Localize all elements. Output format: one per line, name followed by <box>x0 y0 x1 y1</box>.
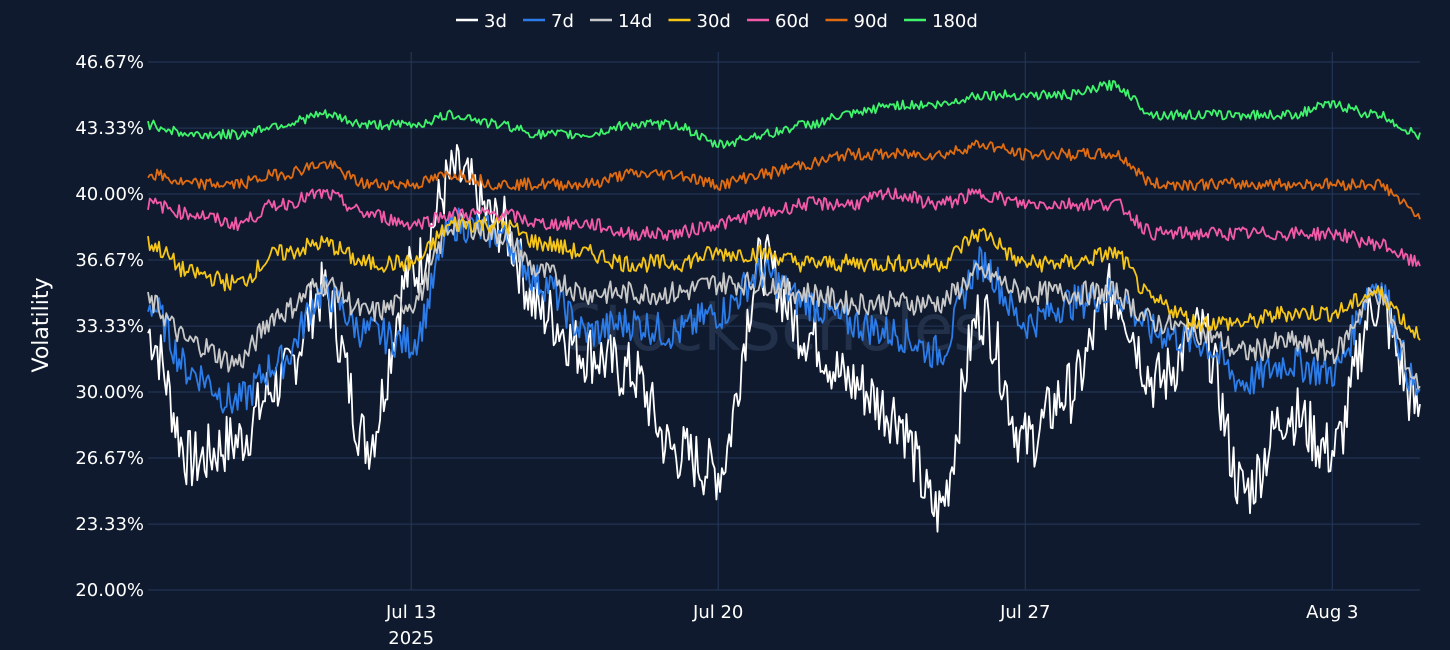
series-line-3d <box>147 144 1421 533</box>
series-line-7d <box>147 207 1421 414</box>
legend-label-60d: 60d <box>775 11 809 32</box>
x-tick-label: Jul 13 <box>385 602 436 623</box>
y-tick-label: 46.67% <box>75 52 144 73</box>
y-tick-label: 40.00% <box>75 184 144 205</box>
legend-label-30d: 30d <box>697 11 731 32</box>
legend: 3d 7d 14d 30d 60d 90d 180d <box>456 11 978 32</box>
y-tick-label: 30.00% <box>75 382 144 403</box>
x-axis-ticks: Jul 13 2025 Jul 20 Jul 27 Aug 3 <box>385 602 1358 649</box>
x-tick-label: Aug 3 <box>1306 602 1358 623</box>
y-axis-label: Volatility <box>29 277 54 372</box>
y-tick-label: 36.67% <box>75 250 144 271</box>
legend-label-180d: 180d <box>932 11 978 32</box>
legend-label-14d: 14d <box>618 11 652 32</box>
y-axis-ticks: 20.00% 23.33% 26.67% 30.00% 33.33% 36.67% 40.0… <box>75 52 144 601</box>
y-tick-label: 33.33% <box>75 316 144 337</box>
x-tick-label: Jul 20 <box>692 602 743 623</box>
y-tick-label: 20.00% <box>75 580 144 601</box>
series-lines <box>147 79 1421 533</box>
series-line-180d <box>147 79 1421 149</box>
y-tick-label: 23.33% <box>75 514 144 535</box>
x-tick-label: Jul 27 <box>999 602 1050 623</box>
series-line-90d <box>147 139 1421 220</box>
y-tick-label: 26.67% <box>75 448 144 469</box>
legend-label-90d: 90d <box>854 11 888 32</box>
series-line-30d <box>147 215 1421 341</box>
x-tick-sublabel: 2025 <box>388 628 434 649</box>
y-tick-label: 43.33% <box>75 118 144 139</box>
legend-label-3d: 3d <box>484 11 507 32</box>
legend-label-7d: 7d <box>551 11 574 32</box>
series-line-60d <box>147 187 1421 267</box>
